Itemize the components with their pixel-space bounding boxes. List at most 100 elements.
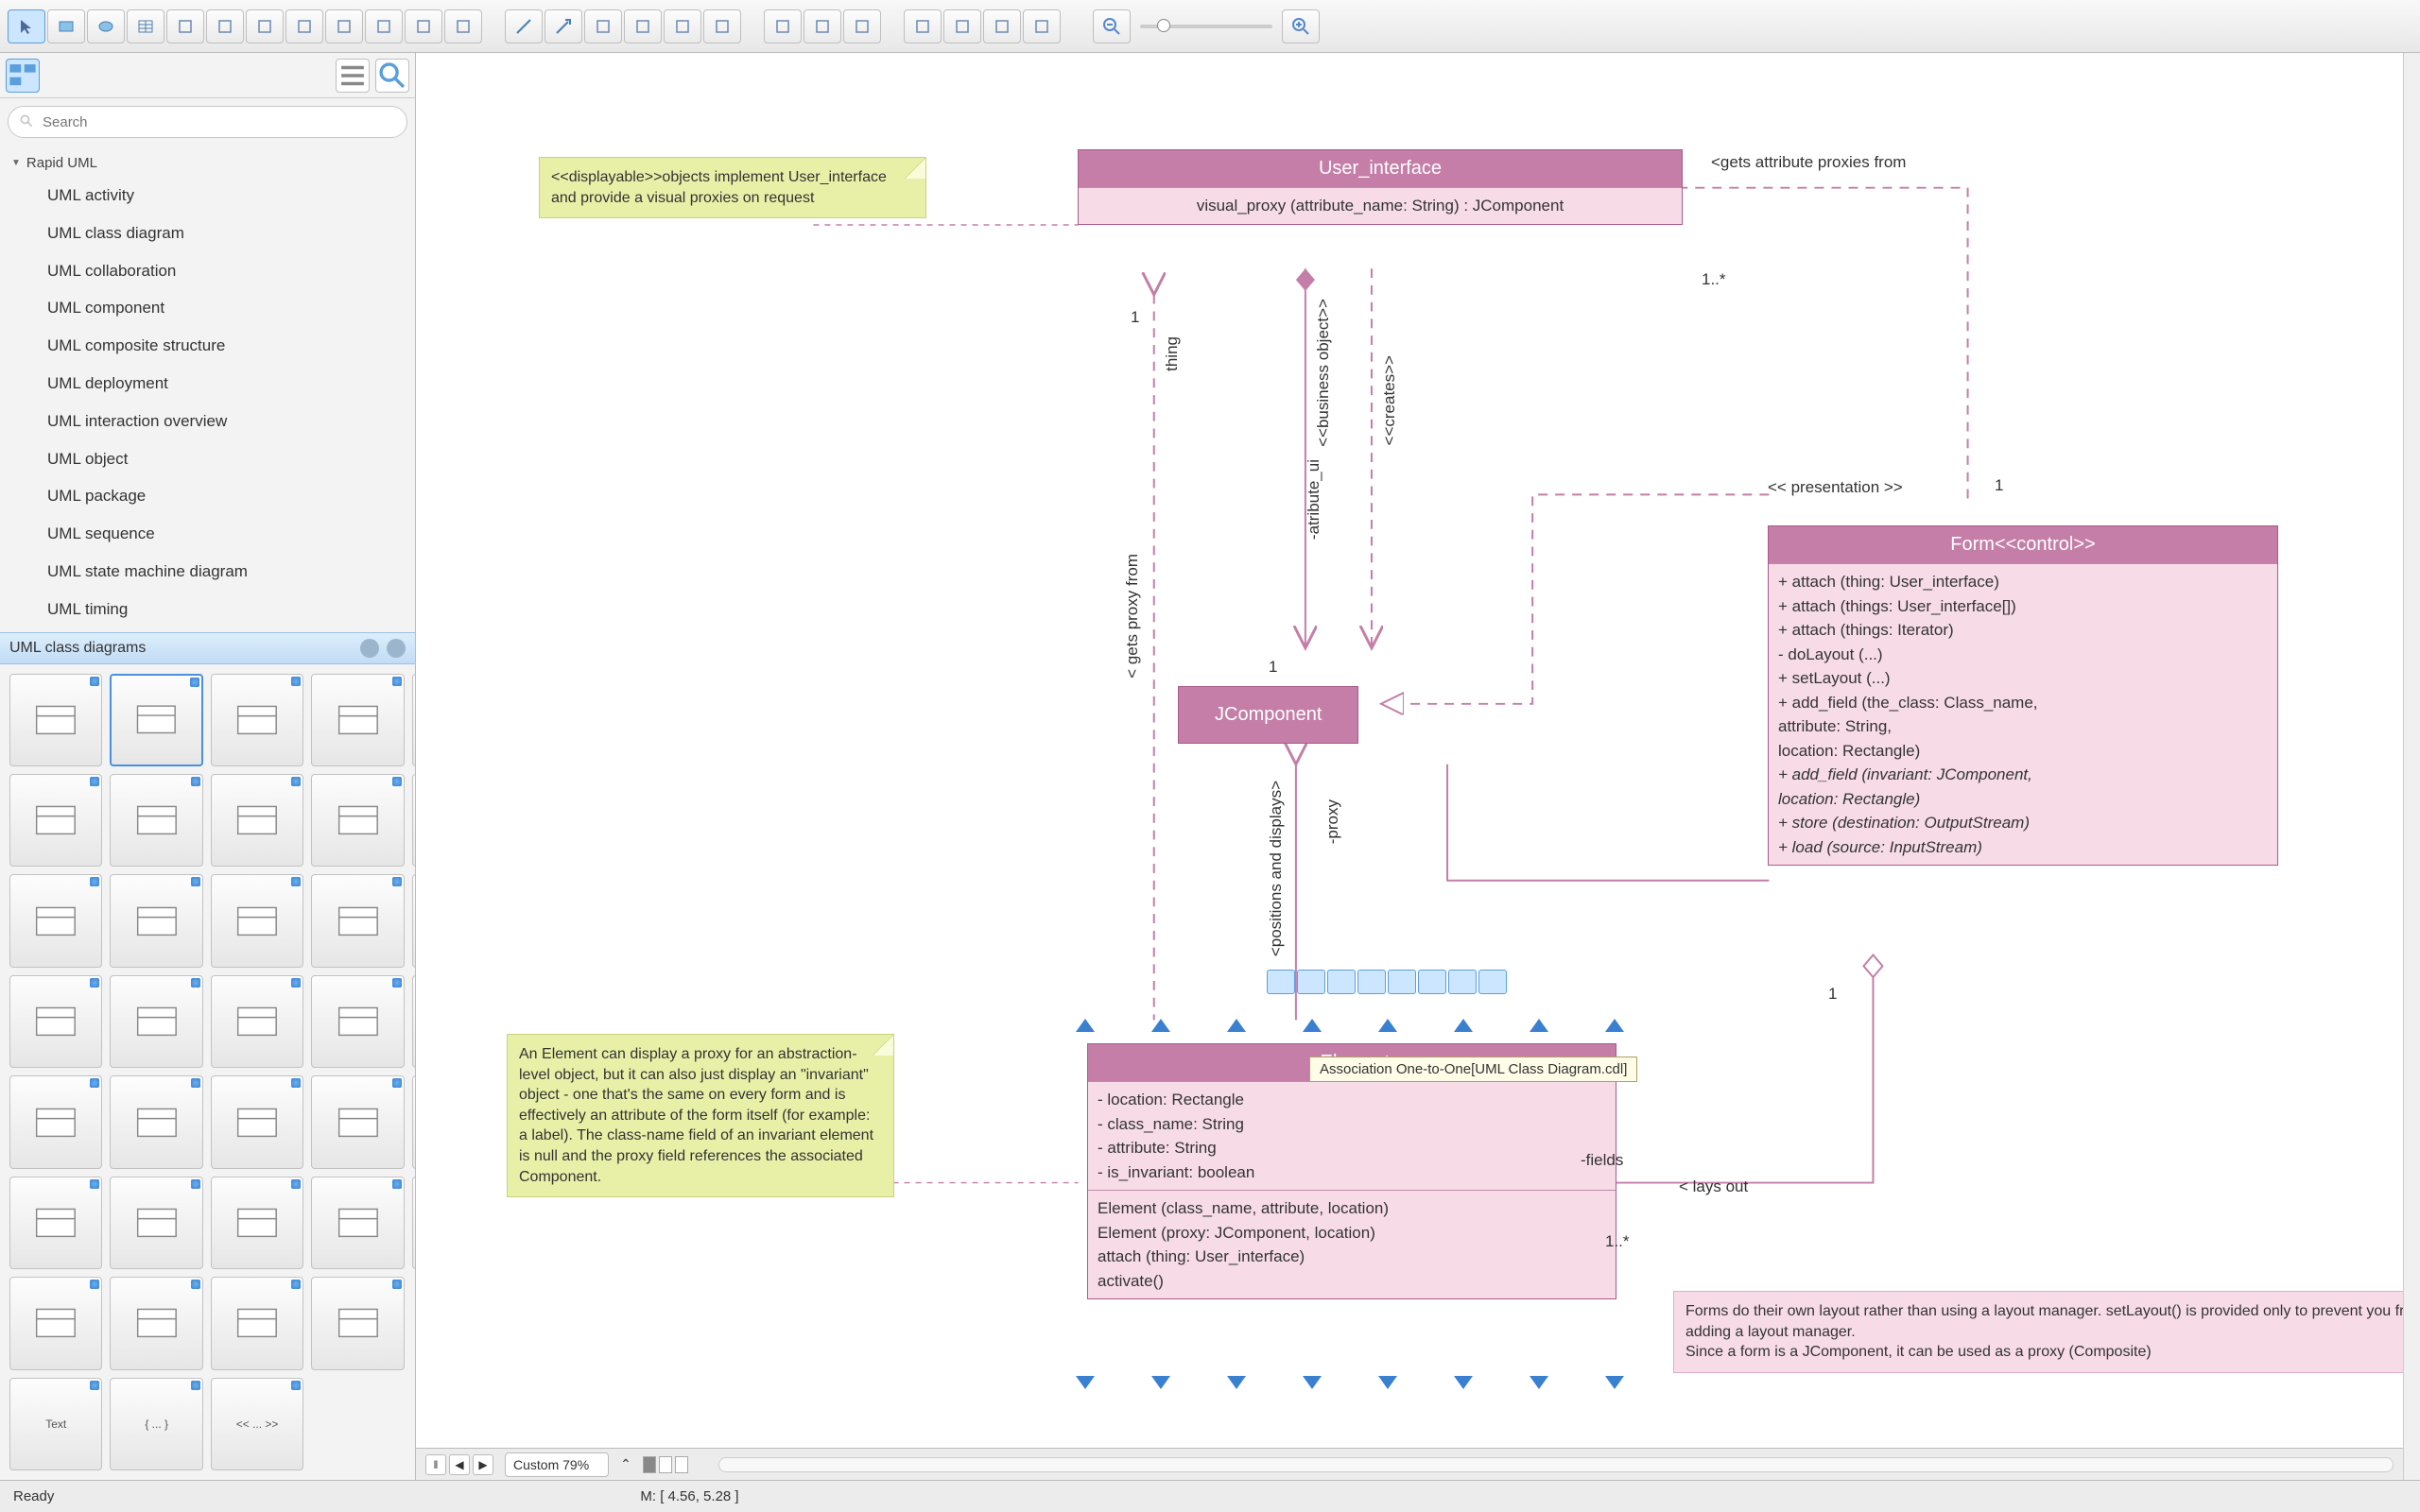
rect-button[interactable] <box>47 9 85 43</box>
shape-assoc-1to1[interactable] <box>110 774 202 867</box>
page-nav[interactable]: ‖◀▶ <box>425 1454 493 1475</box>
grid-shape-button[interactable] <box>444 9 482 43</box>
note-forms[interactable]: Forms do their own layout rather than us… <box>1673 1291 2403 1373</box>
note-element[interactable]: An Element can display a proxy for an ab… <box>507 1034 894 1197</box>
smart-button[interactable] <box>624 9 662 43</box>
page-thumbnails[interactable] <box>643 1456 688 1473</box>
text-block-button[interactable] <box>166 9 204 43</box>
tree-item[interactable]: UML class diagram <box>0 215 415 252</box>
region-b-button[interactable] <box>804 9 841 43</box>
smart-connector-toolbar[interactable] <box>1267 970 1507 994</box>
branch-button[interactable] <box>325 9 363 43</box>
shape-dep-2[interactable] <box>211 874 303 967</box>
stamp-button[interactable] <box>983 9 1021 43</box>
zoom-slider[interactable] <box>1140 25 1272 28</box>
shape-comp[interactable] <box>311 975 404 1068</box>
search-input[interactable] <box>8 106 407 138</box>
tree-item[interactable]: UML interaction overview <box>0 403 415 440</box>
shape-dep-1[interactable] <box>110 874 202 967</box>
hand-button[interactable] <box>943 9 981 43</box>
shape-note-shape[interactable] <box>211 1177 303 1269</box>
pointer-button[interactable] <box>8 9 45 43</box>
shape-nav-1[interactable] <box>9 1075 102 1168</box>
search-tab[interactable] <box>375 59 409 93</box>
shape-gen-set[interactable] <box>9 975 102 1068</box>
shape-assoc-1toN[interactable] <box>211 774 303 867</box>
shape-text[interactable]: Text <box>9 1378 102 1470</box>
table-button[interactable] <box>127 9 164 43</box>
shape-dashed-arrow[interactable] <box>110 1177 202 1269</box>
note-displayable[interactable]: <<displayable>>objects implement User_in… <box>539 157 926 218</box>
canvas[interactable]: <<displayable>>objects implement User_in… <box>416 53 2403 1448</box>
library-section-header[interactable]: UML class diagrams <box>0 632 415 664</box>
tree-item[interactable]: UML composite structure <box>0 327 415 365</box>
shape-nav-N1[interactable] <box>412 1075 415 1168</box>
libraries-tab[interactable] <box>6 59 40 93</box>
tree-vert-button[interactable] <box>285 9 323 43</box>
shape-nav-1N[interactable] <box>311 1075 404 1168</box>
zoom-out-button[interactable] <box>1093 9 1131 43</box>
library-tree: Rapid UML UML activityUML class diagramU… <box>0 146 415 632</box>
shape-class-3[interactable] <box>9 674 102 766</box>
shape-dashed[interactable] <box>9 1177 102 1269</box>
class-jcomponent[interactable]: JComponent <box>1178 686 1358 744</box>
shape-frame3[interactable] <box>211 1277 303 1369</box>
tree-item[interactable]: UML state machine diagram <box>0 553 415 591</box>
shape-class-tparam[interactable] <box>412 674 415 766</box>
lib-close-icon[interactable] <box>387 639 406 658</box>
shape-pkg-open[interactable] <box>412 1177 415 1269</box>
shape-real[interactable] <box>412 874 415 967</box>
zoom-combo[interactable]: Custom 79% <box>505 1452 609 1477</box>
bezier-button[interactable] <box>584 9 622 43</box>
shape-aggr[interactable] <box>211 975 303 1068</box>
shape-assoc-Nto1[interactable] <box>311 774 404 867</box>
shape-angles[interactable]: << ... >> <box>211 1378 303 1470</box>
label: -fields <box>1581 1151 1623 1170</box>
v-scrollbar[interactable] <box>2403 53 2420 1480</box>
chain-button[interactable] <box>365 9 403 43</box>
tree-item[interactable]: UML component <box>0 289 415 327</box>
shape-nav-N[interactable] <box>211 1075 303 1168</box>
shape-gen[interactable] <box>311 874 404 967</box>
tree-item[interactable]: UML package <box>0 477 415 515</box>
shape-interface-lollipop[interactable] <box>311 674 404 766</box>
tree-item[interactable]: UML collaboration <box>0 252 415 290</box>
arrow-button[interactable] <box>544 9 582 43</box>
region-c-button[interactable] <box>843 9 881 43</box>
shape-nav-2[interactable] <box>110 1075 202 1168</box>
shape-braces[interactable]: { ... } <box>110 1378 202 1470</box>
ellipse-button[interactable] <box>87 9 125 43</box>
zoom-in-button[interactable] <box>1282 9 1320 43</box>
tree-item[interactable]: UML activity <box>0 177 415 215</box>
tree-item[interactable]: UML timing <box>0 591 415 628</box>
round-button[interactable] <box>703 9 741 43</box>
h-scrollbar[interactable] <box>718 1457 2394 1472</box>
shape-dep[interactable] <box>9 874 102 967</box>
region-a-button[interactable] <box>764 9 802 43</box>
tree-horiz-button[interactable] <box>246 9 284 43</box>
eyedropper-button[interactable] <box>1023 9 1061 43</box>
shape-assoc[interactable] <box>9 774 102 867</box>
shape-pkg[interactable] <box>311 1177 404 1269</box>
org-button[interactable] <box>405 9 442 43</box>
shape-frame2[interactable] <box>110 1277 202 1369</box>
add-node-button[interactable] <box>206 9 244 43</box>
tree-header[interactable]: Rapid UML <box>0 149 415 177</box>
tree-item[interactable]: UML sequence <box>0 515 415 553</box>
shape-frame4[interactable] <box>311 1277 404 1369</box>
lib-expand-icon[interactable] <box>360 639 379 658</box>
spline-button[interactable] <box>664 9 701 43</box>
line-button[interactable] <box>505 9 543 43</box>
shape-class-1[interactable] <box>211 674 303 766</box>
class-form[interactable]: Form<<control>> + attach (thing: User_in… <box>1768 525 2278 866</box>
tree-item[interactable]: UML deployment <box>0 365 415 403</box>
shape-real-set[interactable] <box>110 975 202 1068</box>
shape-nav[interactable] <box>412 975 415 1068</box>
class-user-interface[interactable]: User_interface visual_proxy (attribute_n… <box>1078 149 1683 225</box>
tree-item[interactable]: UML object <box>0 440 415 478</box>
list-view-tab[interactable] <box>336 59 370 93</box>
shape-assoc-NtoN[interactable] <box>412 774 415 867</box>
shape-class-2[interactable] <box>110 674 202 766</box>
zoom-tool-button[interactable] <box>904 9 942 43</box>
shape-frame[interactable] <box>9 1277 102 1369</box>
